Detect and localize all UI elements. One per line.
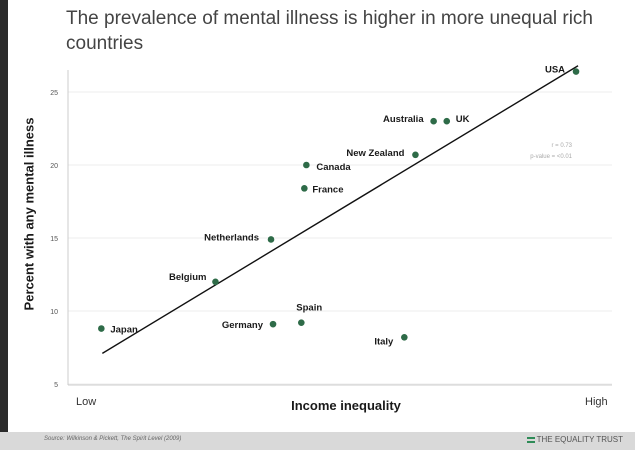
y-tick-label: 5	[54, 382, 58, 389]
y-tick-label: 15	[50, 236, 58, 243]
x-tick-label-high: High	[585, 396, 608, 408]
y-tick-label: 10	[50, 309, 58, 316]
brand-name: THE EQUALITY TRUST	[536, 435, 623, 444]
data-label-uk: UK	[456, 114, 470, 125]
data-label-belgium: Belgium	[169, 272, 206, 283]
stat-p: p-value = <0.01	[530, 154, 572, 160]
data-point-usa	[572, 68, 580, 75]
data-point-france	[301, 185, 308, 192]
x-tick-label-low: Low	[76, 396, 96, 408]
data-point-spain	[298, 319, 305, 326]
scatter-chart: 5 10 15 20 25 Low High Income inequality Jap…	[50, 65, 612, 413]
chart-title: The prevalence of mental illness is high…	[66, 8, 593, 54]
data-points: Japan Germany Spain Belgium Netherlands Franc…	[98, 65, 580, 347]
y-ticks: 5 10 15 20 25	[50, 90, 58, 389]
data-label-canada: Canada	[316, 162, 351, 173]
data-point-belgium	[212, 278, 219, 286]
footer-bar	[0, 432, 635, 450]
data-label-japan: Japan	[110, 325, 138, 336]
data-label-netherlands: Netherlands	[204, 232, 259, 243]
data-label-germany: Germany	[222, 320, 264, 331]
data-point-netherlands	[267, 236, 275, 243]
brand-logo: THE EQUALITY TRUST	[526, 435, 623, 444]
x-axis-label: Income inequality	[291, 398, 402, 413]
data-point-germany	[269, 320, 277, 328]
data-point-new-zealand	[412, 151, 419, 159]
data-label-australia: Australia	[383, 114, 424, 125]
data-label-spain: Spain	[296, 303, 322, 314]
grid-lines	[68, 91, 612, 385]
y-tick-label: 20	[50, 163, 58, 170]
stat-r: r = 0.73	[551, 143, 572, 149]
data-point-italy	[401, 333, 408, 341]
y-tick-label: 25	[50, 90, 58, 97]
frame-left-border	[0, 0, 8, 450]
data-point-australia	[430, 117, 437, 125]
data-point-japan	[98, 325, 105, 332]
equals-icon	[526, 436, 535, 443]
data-label-usa: USA	[545, 65, 565, 76]
trend-line	[101, 65, 579, 354]
data-point-canada	[303, 161, 310, 169]
data-label-italy: Italy	[374, 336, 394, 347]
data-point-uk	[443, 117, 451, 125]
data-label-new-zealand: New Zealand	[346, 148, 404, 159]
source-note: Source: Wilkinson & Pickett, The Spirit …	[44, 436, 182, 442]
data-label-france: France	[312, 184, 343, 195]
